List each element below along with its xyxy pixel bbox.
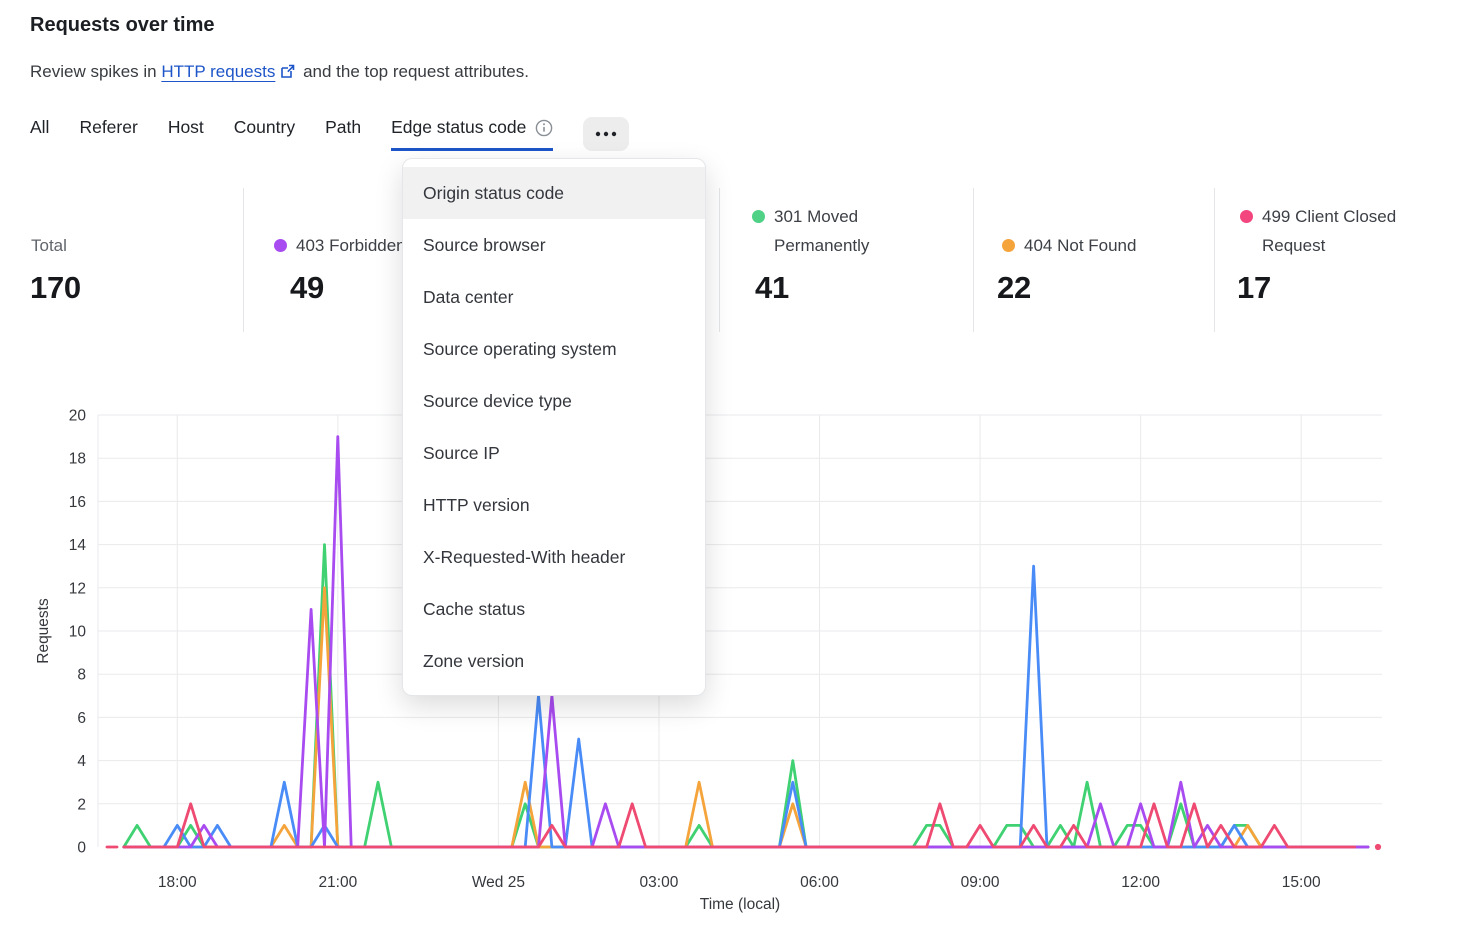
tab-label: All bbox=[30, 117, 50, 137]
tab-label: Referer bbox=[79, 117, 138, 137]
stats-divider bbox=[719, 188, 720, 332]
x-tick-label: 03:00 bbox=[640, 874, 679, 891]
requests-line-chart: 0 2 4 6 8 10 12 14 16 18 20 Requests 18:00 21:00 Wed 2… bbox=[35, 408, 1382, 913]
info-icon[interactable] bbox=[535, 119, 553, 137]
stat-label: 499 Client Closed Request bbox=[1262, 207, 1397, 255]
legend-dot-icon bbox=[1002, 239, 1015, 252]
menu-item-source-device-type[interactable]: Source device type bbox=[423, 391, 572, 411]
menu-item-origin-status-code[interactable]: Origin status code bbox=[403, 167, 705, 219]
gridlines bbox=[97, 414, 1382, 847]
tab-country[interactable]: Country bbox=[234, 117, 295, 151]
y-tick-label: 14 bbox=[69, 537, 87, 554]
stats-divider bbox=[1214, 188, 1215, 332]
y-tick-label: 12 bbox=[69, 580, 86, 597]
stat-499-client-closed-request: 499 Client Closed Request 17 bbox=[1237, 200, 1440, 330]
menu-item-data-center[interactable]: Data center bbox=[423, 287, 514, 307]
x-tick-label: 21:00 bbox=[318, 874, 357, 891]
stat-header: 404 Not Found bbox=[1002, 231, 1136, 260]
stat-403-forbidden: 403 Forbidden 49 bbox=[274, 200, 464, 330]
y-tick-label: 18 bbox=[69, 451, 86, 468]
y-axis-title: Requests bbox=[35, 598, 52, 664]
tab-edge-status-code[interactable]: Edge status code bbox=[391, 117, 554, 151]
more-attributes-button[interactable] bbox=[583, 117, 630, 151]
tab-label: Edge status code bbox=[391, 117, 527, 137]
menu-item-source-ip[interactable]: Source IP bbox=[423, 443, 500, 463]
y-tick-label: 0 bbox=[77, 840, 86, 857]
attribute-tabs: All Referer Host Country Path Edge status cod… bbox=[30, 117, 630, 151]
legend-dot-icon bbox=[752, 210, 765, 223]
x-tick-label: 15:00 bbox=[1282, 874, 1321, 891]
series-499 bbox=[105, 802, 1382, 851]
menu-item-zone-version[interactable]: Zone version bbox=[423, 651, 525, 671]
menu-item-http-version[interactable]: HTTP version bbox=[423, 495, 530, 515]
x-tick-label: 09:00 bbox=[961, 874, 1000, 891]
tab-label: Path bbox=[325, 117, 362, 137]
x-tick-label: 18:00 bbox=[158, 874, 197, 891]
stat-header: 499 Client Closed Request bbox=[1240, 202, 1397, 260]
x-tick-label: 06:00 bbox=[800, 874, 839, 891]
x-tick-label: 12:00 bbox=[1121, 874, 1160, 891]
tab-label: Host bbox=[167, 117, 204, 137]
stat-label: Total bbox=[31, 236, 67, 255]
stat-value: 41 bbox=[755, 270, 789, 305]
http-requests-link[interactable]: HTTP requests bbox=[161, 62, 276, 81]
series-301 bbox=[122, 543, 1370, 849]
stat-value: 22 bbox=[997, 270, 1031, 305]
menu-item-x-requested-with-header[interactable]: X-Requested-With header bbox=[423, 547, 626, 567]
tab-path[interactable]: Path bbox=[325, 117, 361, 151]
y-tick-label: 6 bbox=[77, 710, 86, 727]
tab-all[interactable]: All bbox=[30, 117, 49, 151]
legend-dot-icon bbox=[1240, 210, 1253, 223]
stat-404-not-found: 404 Not Found 22 bbox=[997, 200, 1212, 330]
stat-label: 301 Moved Permanently bbox=[774, 207, 870, 255]
tab-host[interactable]: Host bbox=[168, 117, 204, 151]
stat-value: 49 bbox=[290, 270, 324, 305]
y-tick-label: 10 bbox=[69, 624, 87, 641]
y-tick-label: 20 bbox=[69, 408, 87, 425]
stat-header: Total bbox=[28, 231, 67, 260]
ellipsis-icon bbox=[596, 131, 617, 137]
y-tick-label: 4 bbox=[77, 753, 86, 770]
subtitle-text: Review spikes in bbox=[30, 62, 162, 81]
menu-item-source-browser[interactable]: Source browser bbox=[423, 235, 546, 255]
subtitle-text: and the top request attributes. bbox=[298, 62, 529, 81]
stat-header: 403 Forbidden bbox=[274, 231, 406, 260]
stats-divider bbox=[973, 188, 974, 332]
y-tick-label: 2 bbox=[77, 796, 86, 813]
stats-divider bbox=[243, 188, 244, 332]
stat-301-moved-permanently: 301 Moved Permanently 41 bbox=[752, 200, 927, 330]
stat-label: 403 Forbidden bbox=[296, 236, 406, 255]
attribute-dropdown-menu: Origin status code Source browser Data cen… bbox=[402, 158, 706, 696]
external-link-icon[interactable] bbox=[280, 64, 295, 84]
stat-value: 17 bbox=[1237, 270, 1271, 305]
stat-value: 170 bbox=[30, 270, 81, 305]
y-tick-label: 8 bbox=[77, 667, 86, 684]
x-axis-title: Time (local) bbox=[700, 896, 780, 913]
page-subtitle: Review spikes in HTTP requests and the t… bbox=[30, 62, 529, 84]
tab-label: Country bbox=[233, 117, 296, 137]
page-title: Requests over time bbox=[30, 14, 215, 36]
x-tick-label: Wed 25 bbox=[472, 874, 525, 891]
stat-total: Total 170 bbox=[28, 200, 238, 330]
series-403 bbox=[122, 435, 1370, 849]
stat-label: 404 Not Found bbox=[1024, 236, 1137, 255]
tab-referer[interactable]: Referer bbox=[79, 117, 137, 151]
menu-item-source-operating-system[interactable]: Source operating system bbox=[423, 339, 617, 359]
stat-header: 301 Moved Permanently bbox=[752, 202, 909, 260]
legend-dot-icon bbox=[274, 239, 287, 252]
y-tick-label: 16 bbox=[69, 494, 86, 511]
menu-item-cache-status[interactable]: Cache status bbox=[423, 599, 526, 619]
